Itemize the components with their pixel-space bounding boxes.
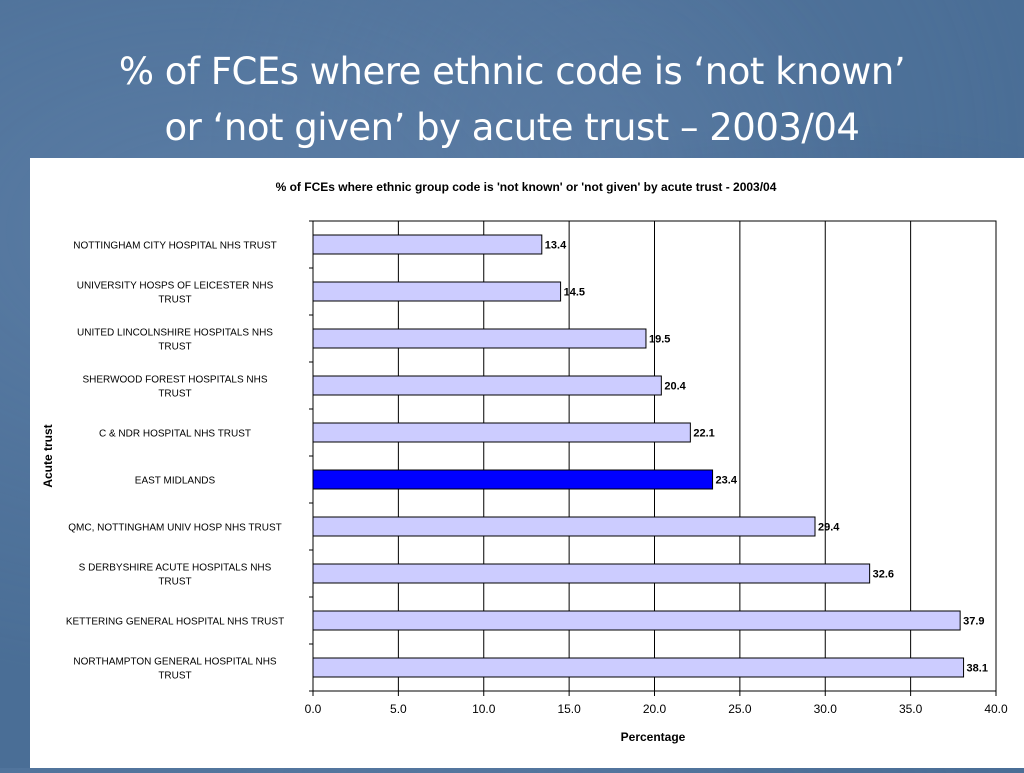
category-label: EAST MIDLANDS xyxy=(135,476,216,487)
x-tick-label: 10.0 xyxy=(472,702,496,716)
x-tick-label: 15.0 xyxy=(557,702,581,716)
slide-title: % of FCEs where ethnic code is ‘not know… xyxy=(0,44,1024,156)
slide-title-line-2: or ‘not given’ by acute trust – 2003/04 xyxy=(164,106,860,149)
bar xyxy=(312,281,562,302)
bar xyxy=(312,328,647,349)
category-label: SHERWOOD FOREST HOSPITALS NHS xyxy=(82,375,267,386)
bar xyxy=(312,422,691,443)
category-label: C & NDR HOSPITAL NHS TRUST xyxy=(99,429,251,440)
bar xyxy=(312,657,965,678)
bar xyxy=(312,375,662,396)
category-label: S DERBYSHIRE ACUTE HOSPITALS NHS xyxy=(79,563,272,574)
x-tick-label: 30.0 xyxy=(814,702,838,716)
value-label: 13.4 xyxy=(545,240,567,252)
bar xyxy=(312,234,543,255)
bar-highlight xyxy=(312,469,714,490)
value-label: 29.4 xyxy=(818,522,840,534)
value-label: 19.5 xyxy=(649,334,670,346)
category-label: TRUST xyxy=(158,342,191,353)
x-tick-label: 25.0 xyxy=(728,702,752,716)
bar xyxy=(312,610,961,631)
x-tick-label: 40.0 xyxy=(984,702,1008,716)
category-label: UNITED LINCOLNSHIRE HOSPITALS NHS xyxy=(77,328,273,339)
category-label: TRUST xyxy=(158,389,191,400)
category-label: QMC, NOTTINGHAM UNIV HOSP NHS TRUST xyxy=(68,523,282,534)
bar-chart: % of FCEs where ethnic group code is 'no… xyxy=(41,180,1008,744)
y-axis-label: Acute trust xyxy=(41,424,55,487)
value-label: 38.1 xyxy=(967,663,988,675)
x-axis-label: Percentage xyxy=(621,730,686,744)
bar xyxy=(312,516,816,537)
x-tick-label: 35.0 xyxy=(899,702,923,716)
value-label: 37.9 xyxy=(963,616,984,628)
value-label: 32.6 xyxy=(873,569,894,581)
bar xyxy=(312,563,871,584)
category-label: TRUST xyxy=(158,577,191,588)
chart-title: % of FCEs where ethnic group code is 'no… xyxy=(276,180,777,194)
value-label: 20.4 xyxy=(664,381,686,393)
plot-area: 0.0 5.0 10.0 15.0 20.0 25.0 30.0 35.0 40.0 13.4 NO… xyxy=(66,220,1008,716)
category-label: TRUST xyxy=(158,671,191,682)
category-label: UNIVERSITY HOSPS OF LEICESTER NHS xyxy=(77,281,274,292)
category-label: TRUST xyxy=(158,295,191,306)
category-label: KETTERING GENERAL HOSPITAL NHS TRUST xyxy=(66,617,284,628)
x-tick-label: 5.0 xyxy=(390,702,407,716)
value-label: 14.5 xyxy=(564,287,585,299)
slide-title-line-1: % of FCEs where ethnic code is ‘not know… xyxy=(118,50,906,93)
x-tick-label: 20.0 xyxy=(643,702,667,716)
category-label: NOTTINGHAM CITY HOSPITAL NHS TRUST xyxy=(73,241,277,252)
value-label: 22.1 xyxy=(693,428,714,440)
value-label: 23.4 xyxy=(716,475,738,487)
chart-panel: % of FCEs where ethnic group code is 'no… xyxy=(30,158,1024,768)
category-label: NORTHAMPTON GENERAL HOSPITAL NHS xyxy=(73,657,277,668)
x-tick-label: 0.0 xyxy=(305,702,322,716)
